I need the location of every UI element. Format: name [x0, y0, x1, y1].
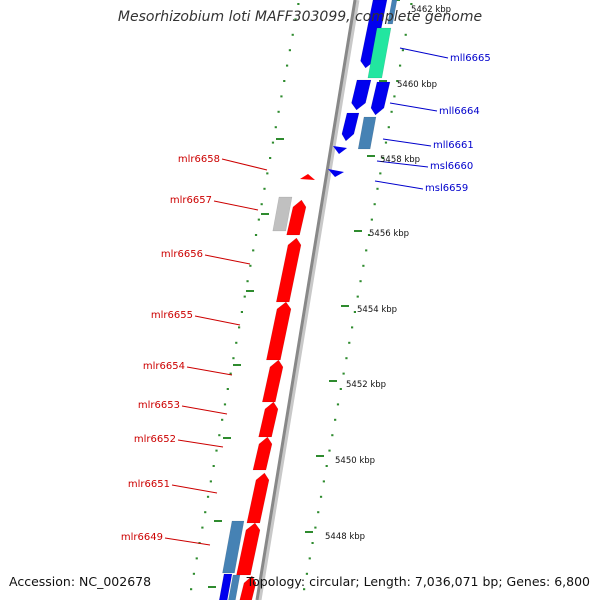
gene-label-forward: mlr6652 [134, 434, 176, 445]
gene-label-forward: mlr6653 [138, 400, 180, 411]
leader-line [194, 315, 241, 326]
leader-line [374, 180, 424, 190]
tick-dot-rows [189, 0, 413, 591]
leader-line [376, 160, 429, 168]
rna-feature [367, 27, 392, 79]
leader-line [171, 484, 218, 494]
tick-label: 5448 kbp [325, 532, 365, 542]
gene-label-reverse: msl6660 [430, 161, 473, 172]
rna-feature [228, 574, 241, 600]
reverse-gene [218, 573, 233, 600]
gene-label-forward: mlr6654 [143, 361, 185, 372]
reverse-gene-small [328, 169, 344, 177]
tick-label: 5454 kbp [357, 305, 397, 315]
gene-label-forward: mlr6656 [161, 249, 203, 260]
rna-feature [357, 116, 377, 150]
genome-summary: Topology: circular; Length: 7,036,071 bp… [246, 574, 590, 589]
leader-line [382, 138, 432, 147]
gene-label-forward: mlr6657 [170, 195, 212, 206]
map-text: 5462 kbp 5460 kbp 5458 kbp 5456 kbp 5454 kbp… [121, 5, 491, 543]
leader-line [213, 200, 259, 211]
forward-gene [246, 472, 270, 524]
leader-line [204, 254, 251, 265]
genome-backbone [255, 0, 360, 600]
map-title: Mesorhizobium loti MAFF303099, complete … [117, 9, 483, 25]
forward-gene [266, 301, 292, 361]
reverse-gene [341, 112, 360, 142]
label-leader-lines [164, 47, 449, 546]
leader-line [177, 439, 224, 448]
rna-feature [222, 520, 245, 574]
tick-label: 5456 kbp [369, 229, 409, 239]
reverse-gene [351, 79, 372, 111]
leader-line [221, 158, 268, 171]
leader-line [181, 405, 228, 415]
gene-label-reverse: msl6659 [425, 183, 468, 194]
forward-gene [275, 237, 302, 303]
gene-label-reverse: mll6664 [439, 106, 480, 117]
reverse-gene [370, 81, 391, 116]
gene-label-forward: mlr6655 [151, 310, 193, 321]
rna-feature [387, 0, 398, 25]
gene-label-reverse: mll6665 [450, 53, 491, 64]
gene-label-forward: mlr6658 [178, 154, 220, 165]
gene-label-forward: mlr6649 [121, 532, 163, 543]
tick-label: 5452 kbp [346, 380, 386, 390]
accession-label: Accession: NC_002678 [9, 574, 152, 589]
leader-line [389, 102, 438, 112]
tick-label: 5462 kbp [411, 5, 451, 15]
pseudo-gene [272, 196, 293, 232]
forward-gene [286, 199, 307, 236]
backbone-line [255, 0, 357, 600]
forward-gene [258, 401, 279, 438]
leader-line [164, 537, 211, 546]
backbone-shadow [256, 0, 360, 600]
gene-label-forward: mlr6651 [128, 479, 170, 490]
tick-label: 5450 kbp [335, 456, 375, 466]
forward-gene [239, 575, 257, 600]
reverse-gene-small [333, 146, 347, 154]
leader-line [186, 366, 233, 376]
reverse-gene [360, 0, 388, 69]
forward-gene [252, 436, 273, 471]
leader-line [399, 47, 449, 59]
gene-features [218, 0, 398, 600]
gene-label-reverse: mll6661 [433, 140, 474, 151]
forward-gene [236, 522, 261, 576]
forward-gene [261, 359, 284, 403]
forward-gene-small [300, 174, 315, 180]
tick-label: 5460 kbp [397, 80, 437, 90]
tick-label: 5458 kbp [380, 155, 420, 165]
